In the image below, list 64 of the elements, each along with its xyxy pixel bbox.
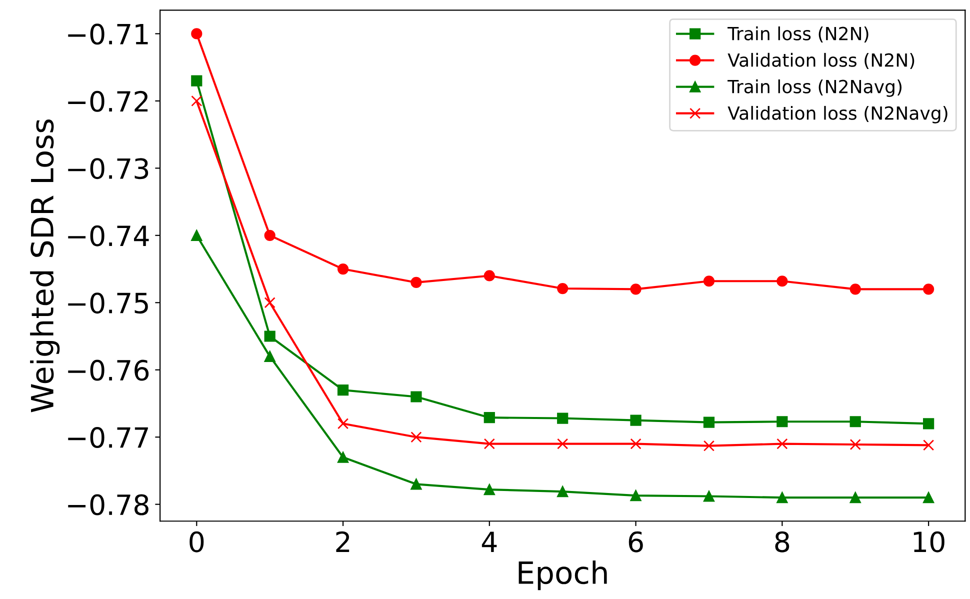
- y-tick-label: −0.71: [68, 24, 148, 45]
- x-tick-label: 6: [628, 531, 643, 552]
- point: [776, 438, 788, 450]
- point: [264, 297, 276, 308]
- y-tick-label: −0.74: [68, 225, 149, 246]
- y-tick-label: −0.77: [68, 427, 148, 448]
- point: [850, 492, 861, 504]
- point: [776, 416, 788, 428]
- point: [557, 486, 568, 498]
- x-tick-label: 2: [336, 531, 350, 552]
- point: [776, 276, 788, 287]
- y-axis-title: Weighted SDR Loss: [30, 120, 60, 412]
- point: [850, 438, 861, 450]
- point: [923, 492, 934, 504]
- point: [923, 284, 934, 295]
- point: [850, 284, 861, 295]
- point: [337, 263, 349, 275]
- point: [557, 282, 568, 294]
- point: [337, 452, 349, 463]
- point: [410, 391, 422, 402]
- point: [410, 432, 422, 443]
- x-axis-title: Epoch: [518, 560, 607, 590]
- point: [337, 384, 349, 396]
- point: [191, 230, 202, 241]
- legend-label: Validation loss (N2Navg): [728, 106, 948, 124]
- x-tick-label: 8: [775, 531, 790, 552]
- point: [410, 478, 422, 490]
- point: [264, 330, 276, 342]
- y-tick-label: −0.78: [68, 494, 148, 516]
- legend-label: Train loss (N2N): [728, 26, 868, 43]
- point: [923, 418, 934, 430]
- point: [264, 230, 276, 241]
- point: [191, 75, 202, 86]
- point: [703, 276, 715, 287]
- point: [484, 412, 495, 424]
- point: [337, 418, 349, 430]
- point: [630, 414, 642, 426]
- y-tick-label: −0.73: [68, 158, 148, 180]
- legend-label: Train loss (N2Navg): [728, 79, 902, 97]
- point: [776, 492, 788, 504]
- point: [923, 440, 934, 451]
- point: [630, 490, 642, 502]
- point: [630, 284, 642, 295]
- point: [703, 490, 715, 502]
- y-tick-label: −0.76: [68, 360, 149, 381]
- point: [410, 276, 422, 288]
- point: [557, 438, 568, 450]
- y-tick-label: −0.75: [68, 292, 148, 314]
- y-tick-label: −0.72: [68, 90, 148, 112]
- point: [630, 438, 642, 450]
- point: [557, 412, 568, 424]
- x-tick-label: 0: [190, 531, 204, 552]
- point: [703, 440, 715, 452]
- point: [484, 484, 495, 496]
- point: [264, 350, 276, 362]
- point: [850, 416, 861, 428]
- legend-label: Validation loss (N2N): [728, 52, 914, 70]
- point: [703, 416, 715, 428]
- x-tick-label: 10: [914, 531, 944, 552]
- point: [484, 438, 495, 450]
- point: [191, 28, 202, 40]
- point: [484, 270, 495, 282]
- point: [191, 95, 202, 106]
- x-tick-label: 4: [482, 532, 497, 552]
